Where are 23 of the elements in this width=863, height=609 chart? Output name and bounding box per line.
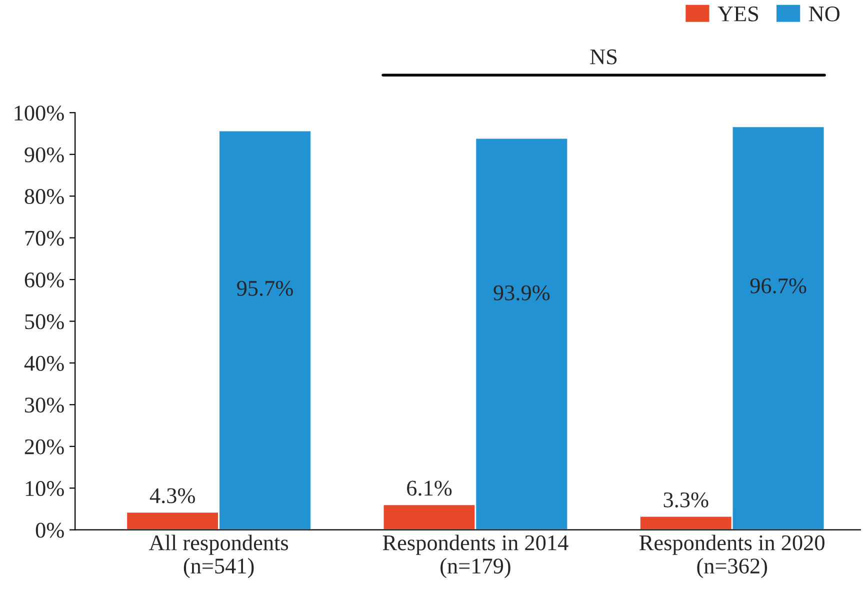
data-label: 93.9% bbox=[494, 285, 550, 300]
legend-label: NO bbox=[808, 6, 840, 22]
text: NS bbox=[590, 49, 617, 64]
data-label: 4.3% bbox=[150, 488, 195, 504]
legend-label: YES bbox=[718, 6, 758, 22]
y-tick-label: 100% bbox=[14, 106, 64, 121]
y-tick-label: 50% bbox=[25, 314, 64, 330]
y-tick-label: 10% bbox=[26, 481, 64, 496]
x-tick-label: Respondents in 2014 (n=179) bbox=[382, 534, 568, 578]
y-tick-label: 90% bbox=[24, 147, 64, 162]
x-tick-label: All respondents (n=541) bbox=[148, 534, 288, 578]
y-tick-label: 60% bbox=[24, 272, 64, 288]
data-label: 95.7% bbox=[237, 280, 293, 296]
y-tick-label: 20% bbox=[24, 439, 64, 454]
y-tick-label: 0% bbox=[36, 522, 64, 538]
y-tick-label: 70% bbox=[25, 230, 64, 246]
y-tick-label: 40% bbox=[24, 356, 64, 371]
x-tick-label: Respondents in 2020 (n=362) bbox=[640, 534, 824, 578]
y-tick-label: 30% bbox=[24, 398, 64, 413]
data-label: 6.1% bbox=[407, 480, 452, 496]
data-label: 3.3% bbox=[664, 492, 708, 508]
data-label: 96.7% bbox=[750, 278, 806, 294]
y-tick-label: 80% bbox=[24, 189, 64, 204]
